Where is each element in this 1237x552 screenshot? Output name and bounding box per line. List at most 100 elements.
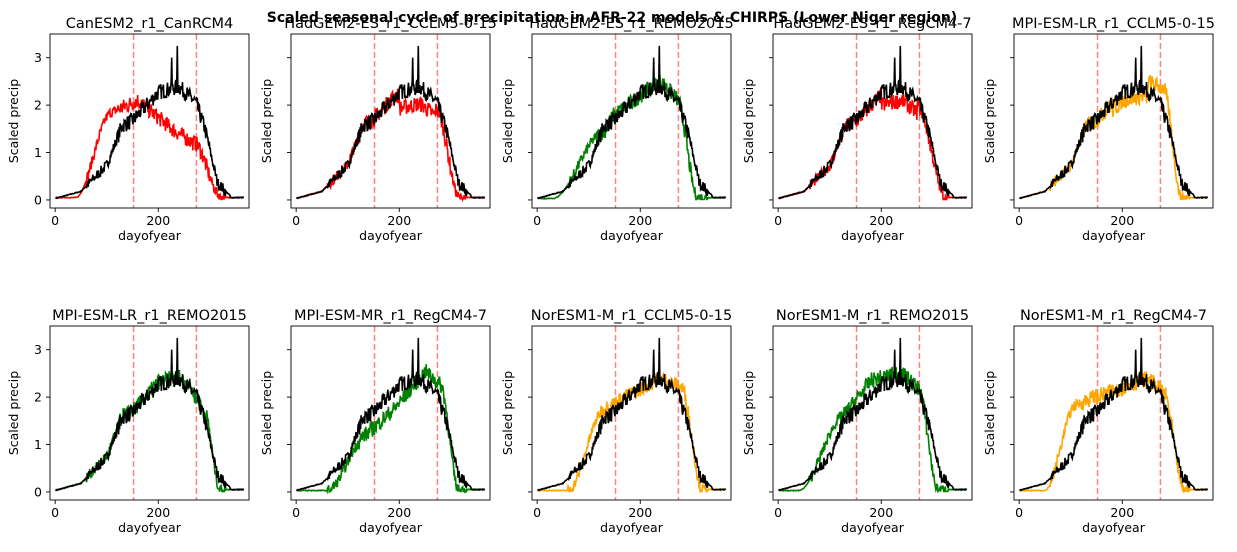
subplot-title: NorESM1-M_r1_REMO2015 (776, 308, 969, 324)
x-tick-label: 0 (292, 213, 300, 228)
subplot-title: MPI-ESM-LR_r1_CCLM5-0-15 (1012, 16, 1215, 32)
plot-area (1019, 34, 1209, 208)
x-axis-label: dayofyear (600, 520, 664, 535)
axes-frame (772, 325, 973, 501)
subplot-title: MPI-ESM-LR_r1_REMO2015 (52, 308, 247, 324)
x-tick-label: 200 (387, 213, 411, 228)
y-tick-label: 0 (34, 192, 42, 207)
x-tick-label: 200 (869, 505, 893, 520)
x-axis-label: dayofyear (359, 520, 423, 535)
model-series-line (55, 94, 245, 201)
chirps-series-line (55, 337, 245, 492)
model-series-line (1019, 75, 1209, 201)
axes-frame (49, 33, 250, 209)
x-tick-label: 200 (146, 213, 170, 228)
plot-area (55, 326, 245, 500)
y-axis-label: Scaled precip (500, 79, 515, 163)
subplot-title: HadGEM2-ES_r1_REMO2015 (529, 16, 733, 32)
y-tick-label: 2 (34, 390, 42, 405)
axes-frame (772, 33, 973, 209)
subplot-6: MPI-ESM-LR_r1_REMO2015 0 200 0 1 2 3 dayofyear S… (6, 308, 250, 535)
axes-frame (290, 325, 491, 501)
chirps-series-line (537, 337, 727, 492)
x-tick-label: 200 (1110, 213, 1134, 228)
y-axis-label: Scaled precip (500, 371, 515, 455)
subplot-title: MPI-ESM-MR_r1_RegCM4-7 (294, 308, 487, 324)
x-tick-label: 0 (774, 213, 782, 228)
suptitle: Scaled seasonal cycle of precipitation i… (267, 10, 957, 26)
model-series-line (1019, 371, 1209, 494)
y-tick-label: 1 (34, 145, 42, 160)
x-tick-label: 0 (292, 505, 300, 520)
x-tick-label: 0 (1015, 505, 1023, 520)
axes-frame (290, 33, 491, 209)
model-series-line (537, 371, 727, 493)
model-series-line (296, 364, 485, 495)
x-tick-label: 0 (533, 213, 541, 228)
axes-frame (1013, 33, 1214, 209)
chirps-series-line (1019, 45, 1209, 200)
subplot-title: NorESM1-M_r1_CCLM5-0-15 (531, 308, 732, 324)
x-tick-label: 200 (628, 213, 652, 228)
y-tick-label: 3 (34, 50, 42, 65)
model-series-line (778, 366, 968, 494)
y-tick-label: 2 (34, 98, 42, 113)
x-tick-label: 0 (51, 213, 59, 228)
axes-frame (531, 325, 732, 501)
chirps-series-line (537, 45, 727, 200)
x-tick-label: 200 (146, 505, 170, 520)
subplot-title: HadGEM2-ES_r1_CCLM5-0-15 (284, 16, 497, 32)
x-tick-label: 200 (869, 213, 893, 228)
x-axis-label: dayofyear (1082, 520, 1146, 535)
model-series-line (537, 74, 726, 201)
subplot-title: CanESM2_r1_CanRCM4 (66, 16, 233, 32)
axes-frame (1013, 325, 1214, 501)
plot-area (778, 326, 968, 500)
x-tick-label: 0 (774, 505, 782, 520)
x-tick-label: 0 (1015, 213, 1023, 228)
plot-area (778, 34, 968, 208)
y-axis-label: Scaled precip (6, 371, 21, 455)
x-tick-label: 200 (387, 505, 411, 520)
y-tick-label: 1 (34, 437, 42, 452)
x-axis-label: dayofyear (841, 228, 905, 243)
x-tick-label: 200 (1110, 505, 1134, 520)
subplot-1: CanESM2_r1_CanRCM4 0 200 0 1 2 3 dayofyear Scale… (6, 16, 250, 243)
plot-area (296, 34, 486, 208)
plot-area (1019, 326, 1209, 500)
x-tick-label: 200 (628, 505, 652, 520)
x-axis-label: dayofyear (841, 520, 905, 535)
y-axis-label: Scaled precip (982, 79, 997, 163)
y-axis-label: Scaled precip (741, 79, 756, 163)
y-axis-label: Scaled precip (259, 79, 274, 163)
x-axis-label: dayofyear (118, 228, 182, 243)
x-tick-label: 0 (533, 505, 541, 520)
chirps-series-line (778, 45, 968, 200)
y-axis-label: Scaled precip (741, 371, 756, 455)
plot-area (296, 326, 486, 500)
x-axis-label: dayofyear (1082, 228, 1146, 243)
y-axis-label: Scaled precip (982, 371, 997, 455)
y-axis-label: Scaled precip (259, 371, 274, 455)
chirps-series-line (296, 337, 486, 492)
y-tick-label: 0 (34, 484, 42, 499)
plot-area (55, 34, 245, 208)
axes-frame (531, 33, 732, 209)
plot-area (537, 326, 727, 500)
plot-area (537, 34, 727, 208)
x-axis-label: dayofyear (359, 228, 423, 243)
subplot-title: NorESM1-M_r1_RegCM4-7 (1020, 308, 1207, 324)
x-tick-label: 0 (51, 505, 59, 520)
y-tick-label: 3 (34, 342, 42, 357)
model-series-line (55, 369, 245, 493)
x-axis-label: dayofyear (600, 228, 664, 243)
chirps-series-line (778, 337, 968, 492)
